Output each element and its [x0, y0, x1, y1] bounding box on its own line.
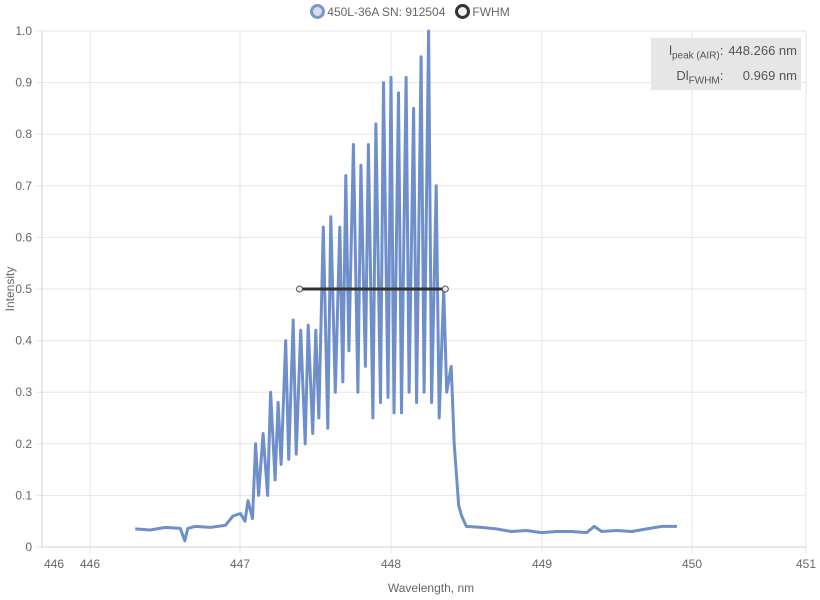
- y-tick-label: 0.5: [15, 282, 32, 296]
- spectrum-line[interactable]: [135, 29, 677, 543]
- x-axis-label: Wavelength, nm: [388, 581, 474, 595]
- y-tick-label: 0.3: [15, 385, 32, 399]
- x-tick-label: 446: [80, 557, 100, 571]
- y-tick-label: 0: [25, 540, 32, 554]
- y-tick-label: 0.2: [15, 437, 32, 451]
- x-tick-label: 447: [230, 557, 250, 571]
- x-tick-label: 451: [796, 557, 816, 571]
- peak-label-main: l: [669, 43, 672, 58]
- y-tick-label: 0.6: [15, 230, 32, 244]
- y-axis-ticks: 0 0.1 0.2 0.3 0.4 0.5 0.6 0.7 0.8 0.9 1.0: [15, 24, 32, 554]
- peak-value: 448.266 nm: [728, 43, 797, 58]
- legend-swatch-spectrum-icon: [310, 4, 326, 19]
- legend-label-spectrum: 450L-36A SN: 912504: [327, 4, 446, 19]
- y-axis-label: Intensity: [3, 267, 17, 312]
- peak-label-sub: peak (AIR): [671, 50, 720, 62]
- fwhm-info-row: DlFWHM: 0.969 nm: [676, 68, 797, 87]
- x-tick-label: 450: [682, 557, 702, 571]
- fwhm-endpoint[interactable]: [441, 285, 449, 293]
- x-tick-label: 449: [532, 557, 552, 571]
- peak-label-suffix: :: [719, 43, 724, 58]
- legend-item-spectrum[interactable]: 450L-36A SN: 912504: [310, 4, 445, 19]
- legend-item-fwhm[interactable]: FWHM: [455, 4, 510, 19]
- fwhm-label-sub: FWHM: [688, 75, 720, 87]
- fwhm-label: DlFWHM:: [676, 68, 723, 87]
- axes: [41, 31, 806, 548]
- x-tick-label: 446: [44, 557, 64, 571]
- fwhm-value: 0.969 nm: [742, 68, 797, 83]
- peak-label: lpeak (AIR):: [669, 43, 723, 62]
- peak-info-row: lpeak (AIR): 448.266 nm: [669, 43, 797, 62]
- y-tick-label: 0.7: [15, 179, 32, 193]
- x-tick-label: 448: [381, 557, 401, 571]
- x-axis-ticks: 446 446 447 448 449 450 451: [44, 557, 816, 571]
- y-tick-label: 0.1: [15, 488, 32, 502]
- y-tick-label: 1.0: [15, 24, 32, 38]
- fwhm-label-suffix: :: [719, 68, 724, 83]
- legend: 450L-36A SN: 912504 FWHM: [0, 4, 820, 19]
- fwhm-endpoint[interactable]: [295, 285, 303, 293]
- fwhm-label-main: Dl: [676, 68, 689, 83]
- y-tick-label: 0.9: [15, 76, 32, 90]
- legend-label-fwhm: FWHM: [472, 4, 510, 19]
- y-tick-label: 0.8: [15, 127, 32, 141]
- peak-info-box: lpeak (AIR): 448.266 nm DlFWHM: 0.969 nm: [651, 38, 801, 90]
- y-tick-label: 0.4: [15, 334, 32, 348]
- series-layer: [135, 29, 677, 543]
- legend-swatch-fwhm-icon: [455, 4, 471, 19]
